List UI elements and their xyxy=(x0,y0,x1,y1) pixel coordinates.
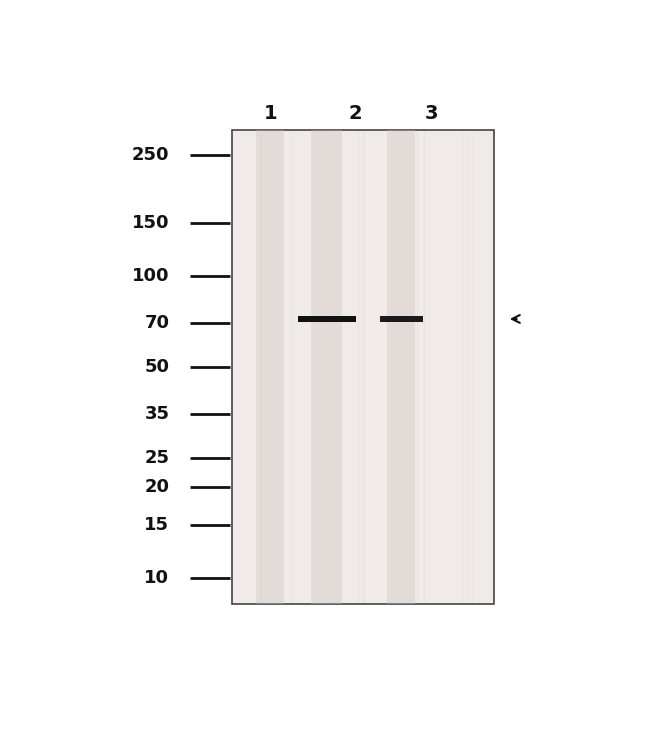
Text: 2: 2 xyxy=(349,104,363,123)
Text: 10: 10 xyxy=(144,569,170,587)
Text: 15: 15 xyxy=(144,516,170,534)
Text: 70: 70 xyxy=(144,313,170,332)
Text: 100: 100 xyxy=(132,266,170,285)
Bar xyxy=(256,130,284,604)
Text: 50: 50 xyxy=(144,358,170,376)
Text: 20: 20 xyxy=(144,478,170,496)
Bar xyxy=(298,316,356,322)
Text: 1: 1 xyxy=(263,104,277,123)
Bar xyxy=(387,130,415,604)
Bar xyxy=(311,130,342,604)
Text: 150: 150 xyxy=(132,214,170,231)
Text: 25: 25 xyxy=(144,449,170,467)
Bar xyxy=(233,130,494,604)
Bar xyxy=(380,316,422,322)
Text: 35: 35 xyxy=(144,405,170,422)
Text: 250: 250 xyxy=(132,146,170,165)
Text: 3: 3 xyxy=(424,104,438,123)
